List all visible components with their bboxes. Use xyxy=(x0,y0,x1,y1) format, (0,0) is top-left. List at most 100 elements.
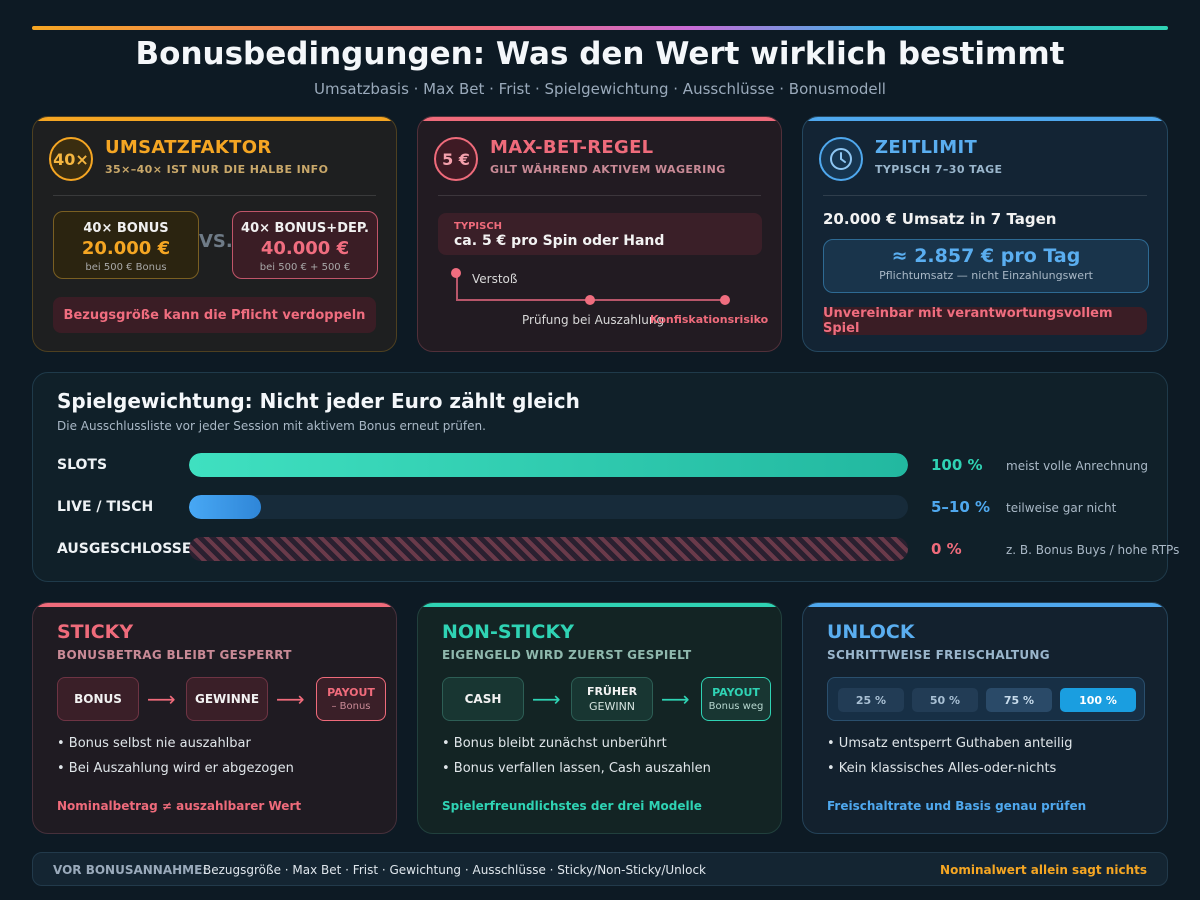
typical-limit-box: TYPISCH ca. 5 € pro Spin oder Hand xyxy=(438,213,762,255)
weight-label-slots: SLOTS xyxy=(57,457,108,473)
flow-label: CASH xyxy=(464,692,502,706)
flow-step-bonus: BONUS xyxy=(57,677,139,721)
box-note: bei 500 € + 500 € xyxy=(259,262,351,273)
weight-bar-slots xyxy=(189,453,908,477)
arrow-right-icon: ⟶ xyxy=(661,687,690,711)
box-amount: 20.000 € xyxy=(81,238,171,259)
card-title: UNLOCK xyxy=(827,621,915,643)
card-accent xyxy=(418,603,781,607)
weight-bar-excluded xyxy=(189,537,908,561)
timeline-step-check: Prüfung bei Auszahlung xyxy=(522,313,665,327)
unlock-step-active: 100 % xyxy=(1060,688,1136,712)
bonus-only-box: 40× BONUS 20.000 € bei 500 € Bonus xyxy=(53,211,199,279)
bullet-item: • Kein klassisches Alles-oder-nichts xyxy=(827,761,1057,776)
divider xyxy=(823,195,1147,196)
timeline-dot xyxy=(451,268,461,278)
card-accent xyxy=(33,117,396,121)
flow-label: FRÜHER xyxy=(586,685,638,698)
card-accent xyxy=(418,117,781,121)
card-accent xyxy=(33,603,396,607)
card-title: STICKY xyxy=(57,621,134,643)
page-title: Bonusbedingungen: Was den Wert wirklich … xyxy=(135,36,1065,72)
game-weighting-panel: Spielgewichtung: Nicht jeder Euro zählt … xyxy=(32,372,1179,582)
box-label: 40× BONUS xyxy=(83,221,169,236)
timeline-step-violation: Verstoß xyxy=(472,272,518,286)
per-day-box: ≈ 2.857 € pro Tag Pflichtumsatz — nicht … xyxy=(823,239,1149,293)
per-day-note: Pflichtumsatz — nicht Einzahlungswert xyxy=(879,269,1093,282)
weight-percent-live: 5–10 % xyxy=(931,498,991,516)
arrow-right-icon: ⟶ xyxy=(276,687,305,711)
footer-text: Bezugsgröße · Max Bet · Frist · Gewichtu… xyxy=(203,863,706,877)
weight-note-excluded: z. B. Bonus Buys / hohe RTPs xyxy=(1006,543,1180,557)
card-footer-note: Freischaltrate und Basis genau prüfen xyxy=(827,799,1087,813)
weight-percent-excluded: 0 % xyxy=(931,540,962,558)
card-title: UMSATZFAKTOR xyxy=(105,137,272,158)
warning-banner: Bezugsgröße kann die Pflicht verdoppeln xyxy=(53,297,376,333)
footer-bar: VOR BONUSANNAHME: Bezugsgröße · Max Bet … xyxy=(32,852,1168,886)
sticky-card: STICKY BONUSBETRAG BLEIBT GESPERRT BONUS… xyxy=(32,602,397,834)
flow-step-gewinne: GEWINNE xyxy=(186,677,268,721)
card-subtitle: 35×–40× IST NUR DIE HALBE INFO xyxy=(105,163,329,176)
weight-note-live: teilweise gar nicht xyxy=(1006,501,1117,515)
unlock-step: 50 % xyxy=(912,688,978,712)
bullet-item: • Bonus bleibt zunächst unberührt xyxy=(442,736,667,751)
typical-value: ca. 5 € pro Spin oder Hand xyxy=(454,233,665,249)
arrow-right-icon: ⟶ xyxy=(532,687,561,711)
section-subtitle: Die Ausschlussliste vor jeder Session mi… xyxy=(57,419,486,433)
warning-banner: Unvereinbar mit verantwortungsvollem Spi… xyxy=(823,306,1147,336)
unlock-step: 25 % xyxy=(838,688,904,712)
multiplier-badge: 40× xyxy=(49,137,93,181)
bullet-item: • Bonus selbst nie auszahlbar xyxy=(57,736,251,751)
versus-label: VS. xyxy=(199,231,233,252)
footer-label: VOR BONUSANNAHME: xyxy=(53,863,208,877)
card-accent xyxy=(803,603,1167,607)
bullet-item: • Bei Auszahlung wird er abgezogen xyxy=(57,761,294,776)
weight-note-slots: meist volle Anrechnung xyxy=(1006,459,1148,473)
card-title: ZEITLIMIT xyxy=(875,137,978,158)
page-subtitle: Umsatzbasis · Max Bet · Frist · Spielgew… xyxy=(314,80,886,98)
arrow-right-icon: ⟶ xyxy=(147,687,176,711)
flow-step-cash: CASH xyxy=(442,677,524,721)
typical-label: TYPISCH xyxy=(454,221,503,232)
footer-right-note: Nominalwert allein sagt nichts xyxy=(940,863,1147,877)
flow-label: GEWINNE xyxy=(194,692,260,706)
per-day-value: ≈ 2.857 € pro Tag xyxy=(891,245,1081,267)
weight-label-excluded: AUSGESCHLOSSEN xyxy=(57,541,204,557)
box-amount: 40.000 € xyxy=(260,238,350,259)
unlock-step: 75 % xyxy=(986,688,1052,712)
timeline-connector xyxy=(456,275,458,301)
max-bet-badge: 5 € xyxy=(434,137,478,181)
flow-sublabel: Bonus weg xyxy=(708,701,764,712)
divider xyxy=(438,195,761,196)
card-subtitle: SCHRITTWEISE FREISCHALTUNG xyxy=(827,648,1050,662)
flow-sublabel: GEWINN xyxy=(588,700,636,713)
weight-percent-slots: 100 % xyxy=(931,456,983,474)
card-footer-note: Nominalbetrag ≠ auszahlbarer Wert xyxy=(57,799,302,813)
card-footer-note: Spielerfreundlichstes der drei Modelle xyxy=(442,799,702,813)
flow-label: PAYOUT xyxy=(327,686,375,699)
section-title: Spielgewichtung: Nicht jeder Euro zählt … xyxy=(57,389,580,413)
flow-step-early-win: FRÜHER GEWINN xyxy=(571,677,653,721)
card-title: NON-STICKY xyxy=(442,621,574,643)
non-sticky-card: NON-STICKY EIGENGELD WIRD ZUERST GESPIEL… xyxy=(417,602,782,834)
card-subtitle: GILT WÄHREND AKTIVEM WAGERING xyxy=(490,163,726,176)
clock-icon xyxy=(819,137,863,181)
flow-label: PAYOUT xyxy=(712,686,760,699)
unlock-steps: 25 % 50 % 75 % 100 % xyxy=(827,677,1145,721)
card-subtitle: EIGENGELD WIRD ZUERST GESPIELT xyxy=(442,648,692,662)
max-bet-card: 5 € MAX-BET-REGEL GILT WÄHREND AKTIVEM W… xyxy=(417,116,782,352)
flow-sublabel: – Bonus xyxy=(331,701,371,712)
top-gradient-bar xyxy=(32,26,1168,30)
bonus-deposit-box: 40× BONUS+DEP. 40.000 € bei 500 € + 500 … xyxy=(232,211,378,279)
flow-step-payout: PAYOUT Bonus weg xyxy=(701,677,771,721)
timeline-dot xyxy=(720,295,730,305)
card-accent xyxy=(803,117,1167,121)
weight-label-live: LIVE / TISCH xyxy=(57,499,154,515)
unlock-card: UNLOCK SCHRITTWEISE FREISCHALTUNG 25 % 5… xyxy=(802,602,1168,834)
umsatzfaktor-card: 40× UMSATZFAKTOR 35×–40× IST NUR DIE HAL… xyxy=(32,116,397,352)
card-title: MAX-BET-REGEL xyxy=(490,137,654,158)
bullet-item: • Bonus verfallen lassen, Cash auszahlen xyxy=(442,761,711,776)
flow-step-payout: PAYOUT – Bonus xyxy=(316,677,386,721)
bullet-item: • Umsatz entsperrt Guthaben anteilig xyxy=(827,736,1073,751)
card-subtitle: TYPISCH 7–30 TAGE xyxy=(875,163,1003,176)
